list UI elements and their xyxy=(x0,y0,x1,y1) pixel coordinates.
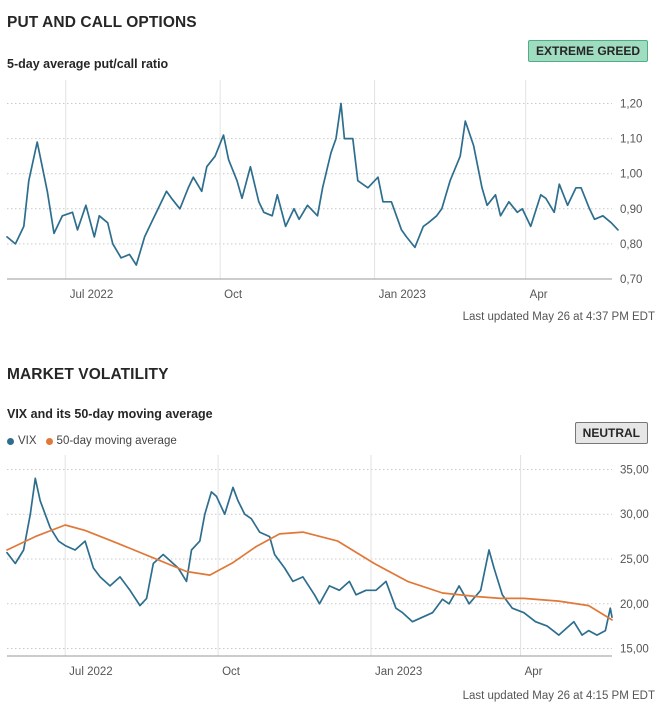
neutral-badge: NEUTRAL xyxy=(574,422,648,444)
y-tick-label: 0,80 xyxy=(620,239,642,251)
volatility-section-title: MARKET VOLATILITY xyxy=(7,366,169,383)
y-tick-label: 20,00 xyxy=(620,599,649,611)
x-tick-label: Jan 2023 xyxy=(379,289,426,301)
y-tick-label: 25,00 xyxy=(620,554,649,566)
series-line-put-call-ratio xyxy=(6,102,619,266)
y-tick-label: 15,00 xyxy=(620,644,649,656)
y-tick-label: 1,20 xyxy=(620,99,642,111)
vix-chart: 35,00 30,00 25,00 20,00 15,00 Jul 2022 Oct Jan … xyxy=(6,455,649,678)
x-tick-label: Apr xyxy=(525,666,543,678)
x-tick-label: Jul 2022 xyxy=(69,666,112,678)
y-tick-label: 0,70 xyxy=(620,274,642,286)
vix-legend-dot xyxy=(7,437,14,445)
y-tick-label: 30,00 xyxy=(620,509,649,521)
y-tick-label: 1,00 xyxy=(620,169,642,181)
volatility-last-updated: Last updated May 26 at 4:15 PM EDT xyxy=(462,690,655,702)
y-tick-label: 1,10 xyxy=(620,134,642,146)
legend-vix-label: VIX xyxy=(18,435,37,447)
legend-vix: VIX xyxy=(7,435,37,447)
x-tick-label: Jan 2023 xyxy=(375,666,422,678)
x-tick-label: Jul 2022 xyxy=(70,289,113,301)
volatility-chart-subtitle: VIX and its 50-day moving average xyxy=(7,407,213,421)
series-line-vix xyxy=(6,477,613,636)
x-tick-label: Oct xyxy=(222,666,241,678)
y-tick-label: 35,00 xyxy=(620,464,649,476)
x-tick-label: Apr xyxy=(530,289,548,301)
volatility-legend: VIX 50-day moving average xyxy=(7,435,186,447)
put-call-chart-subtitle: 5-day average put/call ratio xyxy=(7,57,169,71)
legend-moving-average-label: 50-day moving average xyxy=(56,435,177,447)
series-line-50-day-moving-average xyxy=(6,524,613,621)
y-tick-label: 0,90 xyxy=(620,204,642,216)
extreme-greed-badge: EXTREME GREED xyxy=(527,40,648,62)
x-tick-label: Oct xyxy=(224,289,243,301)
legend-moving-average: 50-day moving average xyxy=(45,435,177,447)
moving-average-legend-dot xyxy=(45,437,53,445)
put-call-ratio-chart: 1,20 1,10 1,00 0,90 0,80 0,70 Jul 2022 Oct Jan 2… xyxy=(6,80,642,301)
put-call-section-title: PUT AND CALL OPTIONS xyxy=(7,14,197,31)
put-call-last-updated: Last updated May 26 at 4:37 PM EDT xyxy=(462,311,655,323)
